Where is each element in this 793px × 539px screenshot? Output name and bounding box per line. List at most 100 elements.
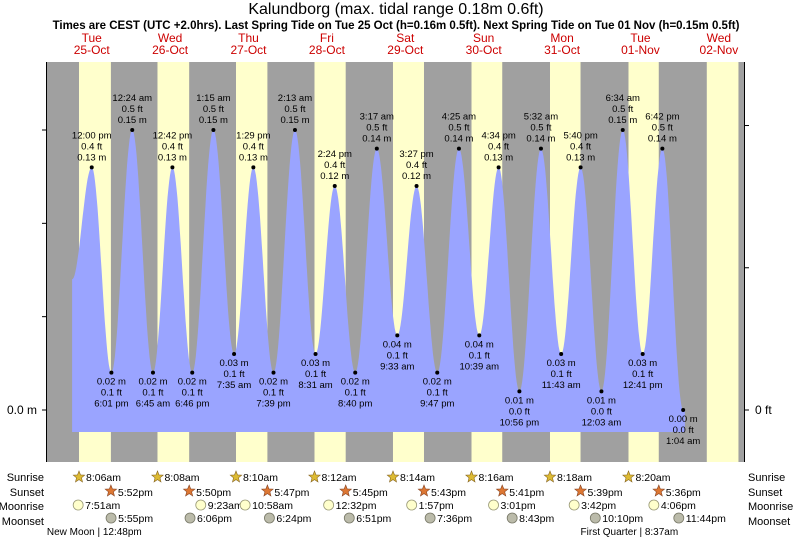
moonset-icon — [184, 512, 196, 524]
sunrise-star-icon — [308, 470, 321, 483]
sunrise-time-5: 8:16am — [479, 472, 514, 484]
sunrise-star-icon — [622, 470, 635, 483]
tide-m-0: 0.13 m — [77, 152, 106, 163]
moonrise-time-5: 3:01pm — [501, 500, 536, 512]
tide-time-2: 12:24 am — [112, 93, 152, 104]
tide-m-29: 0.00 m — [669, 414, 698, 425]
tide-m-15: 0.04 m — [383, 339, 412, 350]
tide-ft-13: 0.1 ft — [345, 388, 366, 399]
sunset-star-icon — [339, 484, 353, 497]
tide-ft-1: 0.1 ft — [101, 388, 122, 399]
moon-phase-1: First Quarter | 8:37am — [581, 527, 679, 538]
tide-point-0 — [89, 165, 94, 170]
moonrise-time-4: 1:57pm — [419, 500, 454, 512]
moonset-time-5: 8:43pm — [519, 513, 554, 525]
tide-ft-6: 0.5 ft — [203, 104, 224, 115]
tide-time-26: 6:34 am — [606, 93, 640, 104]
tide-m-7: 0.03 m — [220, 358, 249, 369]
tide-time-11: 8:31 am — [298, 380, 332, 391]
chart-title: Kalundborg (max. tidal range 0.18m 0.6ft… — [248, 1, 543, 18]
tide-time-29: 1:04 am — [666, 436, 700, 447]
day-date-0: 25-Oct — [74, 43, 111, 57]
tide-ft-18: 0.5 ft — [448, 123, 469, 134]
tide-time-17: 9:47 pm — [420, 399, 454, 410]
moonrise-time-3: 12:32pm — [336, 500, 377, 512]
tide-time-13: 8:40 pm — [338, 399, 372, 410]
sunset-star-icon — [417, 484, 431, 497]
tide-ft-4: 0.4 ft — [162, 141, 183, 152]
tide-point-7 — [232, 352, 237, 356]
tide-point-3 — [150, 370, 155, 375]
tide-time-8: 1:29 pm — [236, 130, 270, 141]
moonrise-time-6: 3:42pm — [581, 500, 616, 512]
tide-point-2 — [130, 128, 135, 132]
moonrise-time-0: 7:51am — [85, 500, 120, 512]
moonset-time-3: 6:51pm — [356, 513, 391, 525]
tide-point-29 — [681, 408, 686, 412]
sunset-label-right: Sunset — [748, 487, 782, 499]
tide-point-9 — [271, 370, 276, 375]
tide-ft-8: 0.4 ft — [243, 141, 264, 152]
tide-m-5: 0.02 m — [178, 377, 207, 388]
moonset-time-1: 6:06pm — [197, 513, 232, 525]
moonset-icon — [343, 512, 355, 524]
sunrise-time-7: 8:20am — [635, 472, 670, 484]
tide-m-25: 0.01 m — [587, 395, 616, 406]
moonset-label-right: Moonset — [748, 516, 790, 528]
sunset-time-3: 5:45pm — [353, 487, 388, 499]
tide-time-4: 12:42 pm — [153, 130, 193, 141]
moonrise-icon — [239, 499, 251, 511]
moonset-time-6: 10:10pm — [602, 513, 643, 525]
tide-time-10: 2:13 am — [278, 93, 312, 104]
day-name-3: Fri — [320, 31, 334, 45]
sunrise-star-icon — [151, 470, 164, 483]
tide-ft-7: 0.1 ft — [224, 369, 245, 380]
sunset-label-left: Sunset — [10, 487, 44, 499]
tide-ft-16: 0.4 ft — [406, 160, 427, 171]
moonrise-label-left: Moonrise — [0, 501, 44, 513]
tide-point-13 — [353, 370, 358, 375]
tide-m-16: 0.12 m — [402, 171, 431, 182]
moonrise-time-2: 10:58am — [252, 500, 293, 512]
tide-area — [72, 130, 685, 432]
day-date-7: 01-Nov — [621, 43, 660, 57]
moon-phase-0: New Moon | 12:48pm — [47, 527, 142, 538]
sunrise-time-1: 8:08am — [164, 472, 199, 484]
tide-point-27 — [640, 352, 645, 356]
moonset-time-7: 11:44pm — [686, 513, 726, 525]
day-name-5: Sun — [473, 31, 494, 45]
tide-m-3: 0.02 m — [138, 377, 167, 388]
tide-m-22: 0.14 m — [526, 134, 555, 145]
tide-time-12: 2:24 pm — [318, 149, 352, 160]
sunrise-star-icon — [229, 470, 243, 483]
day-name-1: Wed — [158, 31, 182, 45]
tide-ft-25: 0.0 ft — [591, 406, 612, 417]
tide-ft-2: 0.5 ft — [122, 104, 143, 115]
tide-m-24: 0.13 m — [566, 152, 595, 163]
tide-ft-29: 0.0 ft — [673, 425, 694, 436]
tide-labels: 12:00 pm0.4 ft0.13 m0.02 m0.1 ft6:01 pm1… — [72, 93, 700, 447]
tide-m-2: 0.15 m — [118, 115, 147, 126]
moonrise-icon — [568, 499, 580, 511]
tide-point-26 — [620, 128, 625, 132]
sunset-time-5: 5:41pm — [509, 487, 544, 499]
tide-m-21: 0.01 m — [505, 395, 534, 406]
tide-time-1: 6:01 pm — [94, 399, 128, 410]
tide-point-22 — [538, 146, 543, 151]
tide-ft-3: 0.1 ft — [142, 388, 163, 399]
tide-time-19: 10:39 am — [459, 361, 499, 372]
moonrise-icon — [72, 499, 84, 511]
sunrise-time-0: 8:06am — [86, 472, 121, 484]
tide-ft-9: 0.1 ft — [263, 388, 284, 399]
sunrise-star-icon — [386, 470, 400, 483]
tide-m-6: 0.15 m — [199, 115, 228, 126]
tide-time-7: 7:35 am — [217, 380, 251, 391]
sunrise-label-right: Sunrise — [748, 472, 785, 484]
moonset-time-4: 7:36pm — [437, 513, 472, 525]
tide-point-19 — [477, 333, 482, 338]
tide-m-1: 0.02 m — [97, 377, 126, 388]
sunset-time-6: 5:39pm — [588, 487, 623, 499]
moonset-icon — [105, 512, 117, 524]
moonset-icon — [506, 512, 518, 524]
tide-point-21 — [517, 389, 522, 394]
